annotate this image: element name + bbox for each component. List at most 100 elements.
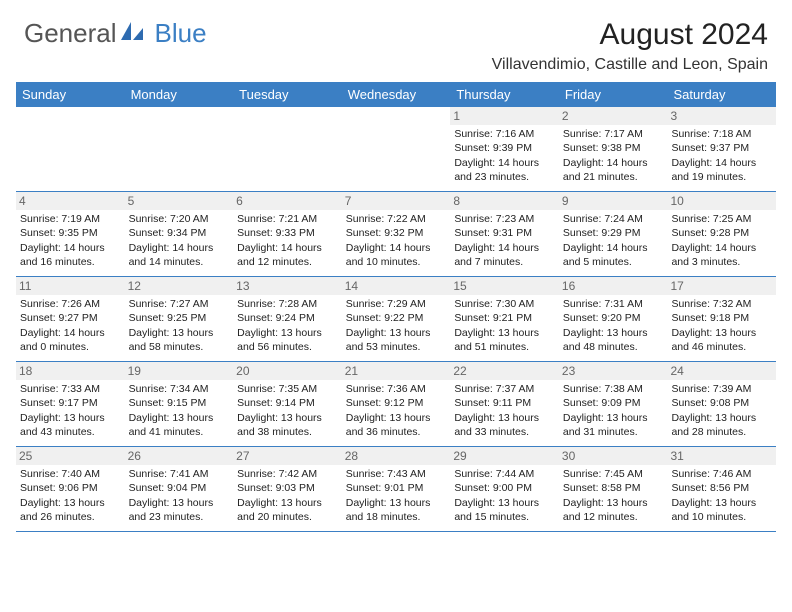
day-cell: 27Sunrise: 7:42 AMSunset: 9:03 PMDayligh…: [233, 447, 342, 531]
sunset-text: Sunset: 9:32 PM: [346, 226, 447, 240]
sunset-text: Sunset: 9:15 PM: [129, 396, 230, 410]
day-number: 26: [125, 447, 234, 465]
logo: General Blue: [24, 18, 207, 49]
sunrise-text: Sunrise: 7:29 AM: [346, 297, 447, 311]
daylight-text: Daylight: 14 hours and 14 minutes.: [129, 241, 230, 269]
sunrise-text: Sunrise: 7:46 AM: [671, 467, 772, 481]
day-cell: 9 Sunrise: 7:24 AMSunset: 9:29 PMDaylight…: [559, 192, 668, 276]
sunrise-text: Sunrise: 7:22 AM: [346, 212, 447, 226]
sunset-text: Sunset: 9:38 PM: [563, 141, 664, 155]
weeks-container: 1Sunrise: 7:16 AMSunset: 9:39 PMDaylight…: [16, 107, 776, 532]
sunrise-text: Sunrise: 7:17 AM: [563, 127, 664, 141]
sunrise-text: Sunrise: 7:24 AM: [563, 212, 664, 226]
day-cell: 12Sunrise: 7:27 AMSunset: 9:25 PMDayligh…: [125, 277, 234, 361]
sunset-text: Sunset: 9:27 PM: [20, 311, 121, 325]
logo-text-general: General: [24, 18, 117, 49]
sunset-text: Sunset: 9:18 PM: [671, 311, 772, 325]
daylight-text: Daylight: 14 hours and 5 minutes.: [563, 241, 664, 269]
day-number: 20: [233, 362, 342, 380]
day-cell: 10Sunrise: 7:25 AMSunset: 9:28 PMDayligh…: [667, 192, 776, 276]
daylight-text: Daylight: 14 hours and 3 minutes.: [671, 241, 772, 269]
day-cell: 6Sunrise: 7:21 AMSunset: 9:33 PMDaylight…: [233, 192, 342, 276]
day-number: 31: [667, 447, 776, 465]
sunrise-text: Sunrise: 7:16 AM: [454, 127, 555, 141]
location-subtitle: Villavendimio, Castille and Leon, Spain: [492, 56, 768, 74]
day-cell: 14Sunrise: 7:29 AMSunset: 9:22 PMDayligh…: [342, 277, 451, 361]
sunset-text: Sunset: 9:24 PM: [237, 311, 338, 325]
daylight-text: Daylight: 13 hours and 48 minutes.: [563, 326, 664, 354]
day-number: 8: [450, 192, 559, 210]
day-cell: 11 Sunrise: 7:26 AMSunset: 9:27 PMDayligh…: [16, 277, 125, 361]
week-row: 25Sunrise: 7:40 AMSunset: 9:06 PMDayligh…: [16, 447, 776, 532]
sunrise-text: Sunrise: 7:36 AM: [346, 382, 447, 396]
day-number: 18: [16, 362, 125, 380]
sunrise-text: Sunrise: 7:38 AM: [563, 382, 664, 396]
day-cell: 30Sunrise: 7:45 AMSunset: 8:58 PMDayligh…: [559, 447, 668, 531]
day-cell: 18Sunrise: 7:33 AMSunset: 9:17 PMDayligh…: [16, 362, 125, 446]
daylight-text: Daylight: 13 hours and 26 minutes.: [20, 496, 121, 524]
sunset-text: Sunset: 9:34 PM: [129, 226, 230, 240]
sunrise-text: Sunrise: 7:45 AM: [563, 467, 664, 481]
day-number: 22: [450, 362, 559, 380]
day-header: Monday: [125, 82, 234, 107]
logo-sail-icon: [119, 20, 145, 47]
day-cell: 29Sunrise: 7:44 AMSunset: 9:00 PMDayligh…: [450, 447, 559, 531]
day-number: 30: [559, 447, 668, 465]
day-number: 11: [16, 277, 125, 295]
sunrise-text: Sunrise: 7:43 AM: [346, 467, 447, 481]
day-cell: 19Sunrise: 7:34 AMSunset: 9:15 PMDayligh…: [125, 362, 234, 446]
sunrise-text: Sunrise: 7:30 AM: [454, 297, 555, 311]
day-cell: 5Sunrise: 7:20 AMSunset: 9:34 PMDaylight…: [125, 192, 234, 276]
daylight-text: Daylight: 13 hours and 20 minutes.: [237, 496, 338, 524]
sunset-text: Sunset: 9:33 PM: [237, 226, 338, 240]
day-number: 25: [16, 447, 125, 465]
sunrise-text: Sunrise: 7:31 AM: [563, 297, 664, 311]
sunset-text: Sunset: 9:20 PM: [563, 311, 664, 325]
day-cell: 8Sunrise: 7:23 AMSunset: 9:31 PMDaylight…: [450, 192, 559, 276]
daylight-text: Daylight: 13 hours and 33 minutes.: [454, 411, 555, 439]
calendar-table: SundayMondayTuesdayWednesdayThursdayFrid…: [16, 82, 776, 532]
sunrise-text: Sunrise: 7:28 AM: [237, 297, 338, 311]
sunrise-text: Sunrise: 7:33 AM: [20, 382, 121, 396]
day-number: 27: [233, 447, 342, 465]
day-number: 3: [667, 107, 776, 125]
sunrise-text: Sunrise: 7:20 AM: [129, 212, 230, 226]
sunset-text: Sunset: 9:09 PM: [563, 396, 664, 410]
header: General Blue August 2024 Villavendimio, …: [0, 0, 792, 82]
sunrise-text: Sunrise: 7:32 AM: [671, 297, 772, 311]
week-row: 11Sunrise: 7:26 AMSunset: 9:27 PMDayligh…: [16, 277, 776, 362]
day-cell: 7Sunrise: 7:22 AMSunset: 9:32 PMDaylight…: [342, 192, 451, 276]
sunset-text: Sunset: 9:14 PM: [237, 396, 338, 410]
daylight-text: Daylight: 14 hours and 0 minutes.: [20, 326, 121, 354]
sunrise-text: Sunrise: 7:44 AM: [454, 467, 555, 481]
daylight-text: Daylight: 14 hours and 21 minutes.: [563, 156, 664, 184]
title-block: August 2024 Villavendimio, Castille and …: [492, 18, 768, 74]
day-cell-blank: [233, 107, 342, 191]
day-header-row: SundayMondayTuesdayWednesdayThursdayFrid…: [16, 82, 776, 107]
day-header: Sunday: [16, 82, 125, 107]
day-cell: 15Sunrise: 7:30 AMSunset: 9:21 PMDayligh…: [450, 277, 559, 361]
sunset-text: Sunset: 9:31 PM: [454, 226, 555, 240]
sunrise-text: Sunrise: 7:41 AM: [129, 467, 230, 481]
day-number: 4: [16, 192, 125, 210]
day-number: 9: [559, 192, 668, 210]
sunset-text: Sunset: 9:28 PM: [671, 226, 772, 240]
sunrise-text: Sunrise: 7:26 AM: [20, 297, 121, 311]
daylight-text: Daylight: 14 hours and 19 minutes.: [671, 156, 772, 184]
day-header: Tuesday: [233, 82, 342, 107]
day-number: 14: [342, 277, 451, 295]
sunrise-text: Sunrise: 7:42 AM: [237, 467, 338, 481]
day-number: 7: [342, 192, 451, 210]
day-cell: 16Sunrise: 7:31 AMSunset: 9:20 PMDayligh…: [559, 277, 668, 361]
sunset-text: Sunset: 9:35 PM: [20, 226, 121, 240]
sunset-text: Sunset: 9:08 PM: [671, 396, 772, 410]
day-cell-blank: [125, 107, 234, 191]
day-number: 19: [125, 362, 234, 380]
daylight-text: Daylight: 14 hours and 16 minutes.: [20, 241, 121, 269]
sunset-text: Sunset: 9:29 PM: [563, 226, 664, 240]
sunrise-text: Sunrise: 7:34 AM: [129, 382, 230, 396]
daylight-text: Daylight: 13 hours and 46 minutes.: [671, 326, 772, 354]
sunset-text: Sunset: 8:56 PM: [671, 481, 772, 495]
sunrise-text: Sunrise: 7:35 AM: [237, 382, 338, 396]
day-number: 12: [125, 277, 234, 295]
